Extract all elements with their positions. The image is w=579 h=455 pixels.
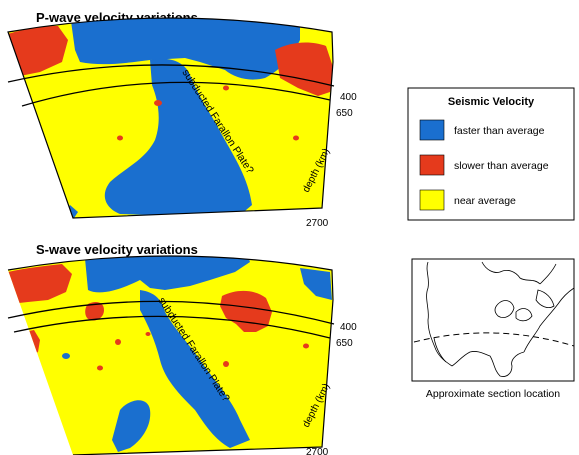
s-fast-anomaly-right-edge [300,268,332,300]
p-tick-650: 650 [336,108,353,119]
section-location-line [413,332,575,347]
s-wave-panel: S-wave velocity variations 400 650 2700 [7,242,357,455]
s-slow-blob-3 [97,365,103,371]
map-frame [411,258,575,382]
s-wave-title: S-wave velocity variations [36,242,198,257]
legend-swatch-near [419,189,445,211]
p-slow-blob-4 [223,85,229,91]
s-tick-650: 650 [336,338,353,349]
north-america-outline [426,261,575,377]
legend-title: Seismic Velocity [448,96,535,108]
map-caption: Approximate section location [426,388,560,400]
s-tick-2700: 2700 [306,447,329,455]
p-depth-line-400 [7,64,335,87]
s-fast-anomaly-bottom [112,400,151,452]
p-slow-blob-2 [117,135,123,141]
p-tick-2700: 2700 [306,218,329,229]
s-slow-anomaly-mid-left [85,302,104,321]
s-fast-anomaly-top [84,256,250,293]
legend-label-slower: slower than average [454,160,549,172]
s-slow-anomaly-right [220,290,272,332]
legend-label-faster: faster than average [454,125,545,137]
p-slow-anomaly-left [8,26,68,76]
s-slow-blob-1 [115,339,121,345]
p-slow-blob-3 [293,135,299,141]
p-fast-anomaly-top-band [70,18,300,80]
legend: Seismic Velocity faster than average slo… [407,87,575,221]
legend-swatch-slower [419,154,445,176]
legend-label-near: near average [454,195,516,207]
p-depth-line-650 [21,81,331,107]
s-wave-cross-section [8,256,333,455]
s-tick-400: 400 [340,322,357,333]
s-depth-line-650 [13,315,331,339]
s-fast-blob-left [62,353,70,359]
p-wave-cross-section [8,18,333,218]
legend-swatch-faster [419,119,445,141]
s-slow-blob-2 [223,361,229,367]
p-slow-blob-1 [154,100,162,106]
p-fast-anomaly-plate [104,58,252,217]
location-map: Approximate section location [411,258,575,400]
s-slow-blob-4 [303,343,309,349]
p-tick-400: 400 [340,92,357,103]
p-section-outline [7,17,334,219]
p-wave-panel: P-wave velocity variations 400 650 2700 … [7,10,357,229]
s-depth-line-400 [7,300,335,325]
s-fast-anomaly-plate [140,290,250,448]
s-slow-anomaly-left [8,264,72,304]
s-section-outline [7,255,334,455]
s-slow-blob-5 [145,332,151,336]
